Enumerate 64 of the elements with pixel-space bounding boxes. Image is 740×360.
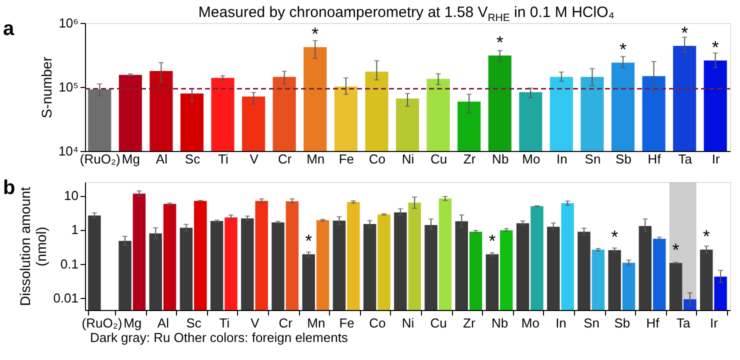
x-tick-label: Ti xyxy=(219,316,230,330)
x-tick-label: Co xyxy=(369,316,386,330)
text: Dark gray: Ru Other colors: foreign elements xyxy=(90,330,348,345)
x-tick-label: Zr xyxy=(463,152,476,166)
x-tick-label: Mg xyxy=(122,152,140,166)
annotation: * xyxy=(496,32,504,53)
annotation: * xyxy=(712,37,719,58)
text: b xyxy=(3,177,16,199)
x-tick-label: In xyxy=(556,152,568,166)
x-tick-label: Mg xyxy=(124,316,142,330)
x-tick-label: (RuO₂) xyxy=(80,152,120,166)
x-tick-label: Sn xyxy=(584,152,601,166)
x-tick-label: Co xyxy=(368,152,386,166)
annotation: * xyxy=(681,22,688,43)
x-tick-label: Ta xyxy=(676,316,692,330)
x-tick-label: V xyxy=(250,316,260,330)
annotation: * xyxy=(620,40,627,60)
text: a xyxy=(3,18,15,40)
y-axis-title: Dissolution amount (nmol) xyxy=(17,186,50,306)
x-tick-label: Mo xyxy=(522,152,540,166)
x-tick-label: Nb xyxy=(491,316,508,330)
x-tick-label: Al xyxy=(156,152,168,166)
x-tick-label: Sb xyxy=(616,152,632,166)
y-axis-title: S-number xyxy=(38,56,54,118)
x-tick-label: Mo xyxy=(521,316,540,330)
y-tick-label: 10⁶ xyxy=(58,16,78,30)
x-tick-label: Ti xyxy=(218,152,229,166)
x-tick-label: Ta xyxy=(678,152,693,166)
x-tick-label: Hf xyxy=(646,316,660,330)
x-tick-label: Mn xyxy=(307,316,326,330)
annotation: * xyxy=(305,231,312,252)
x-tick-label: Sn xyxy=(584,316,600,330)
x-tick-label: Sc xyxy=(184,152,201,166)
annotation: * xyxy=(611,227,618,248)
x-tick-label: Cu xyxy=(430,316,447,330)
x-tick-label: Sb xyxy=(614,316,630,330)
y-tick-label: 10⁵ xyxy=(58,80,78,94)
x-tick-label: Ir xyxy=(712,152,721,166)
y-tick-label: 1 xyxy=(71,222,78,238)
x-tick-label: V xyxy=(250,152,259,166)
x-tick-label: Zr xyxy=(463,316,476,330)
y-tick-label: 10 xyxy=(64,188,78,204)
x-tick-label: Hf xyxy=(648,152,662,166)
x-tick-label: Sc xyxy=(186,316,202,330)
x-tick-label: Fe xyxy=(339,316,354,330)
x-tick-label: Cu xyxy=(430,152,448,166)
x-tick-label: Cr xyxy=(278,316,294,330)
y-tick-label: 0.1 xyxy=(60,256,78,272)
x-tick-label: Ni xyxy=(402,316,414,330)
x-tick-label: (RuO₂) xyxy=(82,316,122,330)
x-tick-label: In xyxy=(556,316,566,330)
x-tick-label: Ir xyxy=(710,316,719,330)
x-tick-label: Ni xyxy=(402,152,414,166)
annotation: * xyxy=(488,231,496,252)
x-tick-label: Nb xyxy=(492,152,509,166)
y-tick-label: 10⁴ xyxy=(58,144,78,158)
annotation: * xyxy=(702,226,710,247)
annotation: * xyxy=(672,240,680,260)
y-tick-label: 0.01 xyxy=(53,290,78,306)
x-tick-label: Mn xyxy=(306,152,325,166)
x-tick-label: Al xyxy=(157,316,170,330)
annotation: * xyxy=(312,24,319,44)
x-tick-label: Fe xyxy=(338,152,354,166)
x-tick-label: Cr xyxy=(278,152,292,166)
